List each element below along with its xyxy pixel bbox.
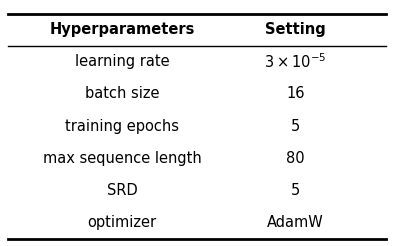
- Text: 5: 5: [291, 183, 300, 198]
- Text: 16: 16: [286, 86, 305, 101]
- Text: $3 \times 10^{-5}$: $3 \times 10^{-5}$: [264, 52, 327, 71]
- Text: batch size: batch size: [85, 86, 160, 101]
- Text: training epochs: training epochs: [65, 119, 179, 134]
- Text: 80: 80: [286, 151, 305, 166]
- Text: max sequence length: max sequence length: [43, 151, 201, 166]
- Text: learning rate: learning rate: [75, 54, 169, 69]
- Text: SRD: SRD: [107, 183, 138, 198]
- Text: Hyperparameters: Hyperparameters: [50, 22, 195, 37]
- Text: Setting: Setting: [265, 22, 326, 37]
- Text: AdamW: AdamW: [267, 215, 324, 230]
- Text: optimizer: optimizer: [87, 215, 157, 230]
- Text: 5: 5: [291, 119, 300, 134]
